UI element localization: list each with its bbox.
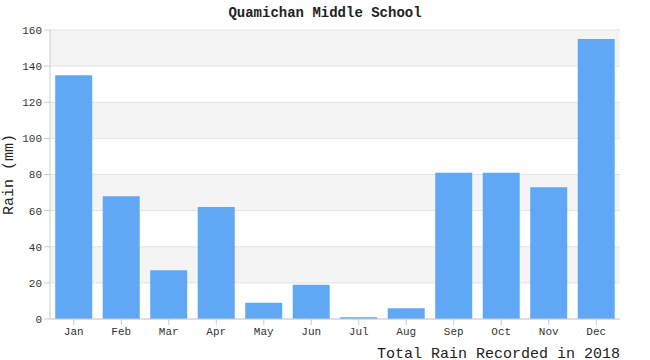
- svg-text:Sep: Sep: [444, 326, 464, 338]
- svg-text:Oct: Oct: [491, 326, 511, 338]
- svg-text:100: 100: [22, 133, 42, 145]
- svg-text:160: 160: [22, 25, 42, 37]
- svg-text:140: 140: [22, 61, 42, 73]
- svg-text:60: 60: [29, 206, 42, 218]
- svg-text:Jun: Jun: [301, 326, 321, 338]
- svg-text:Total Rain Recorded in 2018: Total Rain Recorded in 2018: [377, 346, 620, 360]
- svg-text:40: 40: [29, 242, 42, 254]
- svg-text:Aug: Aug: [396, 326, 416, 338]
- svg-text:80: 80: [29, 169, 42, 181]
- svg-text:120: 120: [22, 97, 42, 109]
- svg-text:Jan: Jan: [64, 326, 84, 338]
- svg-text:Mar: Mar: [159, 326, 179, 338]
- svg-text:Rain (mm): Rain (mm): [8, 134, 18, 215]
- svg-text:Apr: Apr: [206, 326, 226, 338]
- svg-text:Dec: Dec: [586, 326, 606, 338]
- html-text:Quamichan Middle School: Quamichan Middle School: [228, 5, 422, 21]
- svg-text:May: May: [254, 326, 274, 338]
- svg-text:Feb: Feb: [111, 326, 131, 338]
- svg-text:20: 20: [29, 278, 42, 290]
- svg-text:Jul: Jul: [349, 326, 369, 338]
- svg-text:0: 0: [35, 314, 42, 326]
- svg-text:Nov: Nov: [539, 326, 559, 338]
